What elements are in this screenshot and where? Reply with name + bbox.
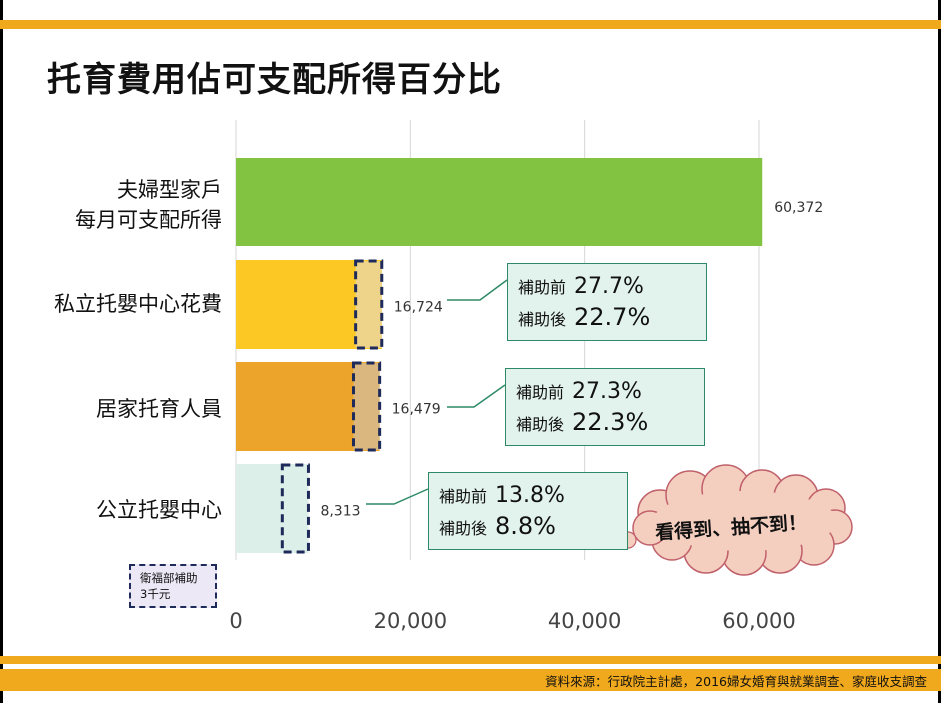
subsidy-note-line1: 衛福部補助 (140, 571, 198, 585)
callout-before-row: 補助前 27.3% (516, 377, 694, 407)
category-label-line: 居家托育人員 (96, 397, 222, 421)
category-label-line: 公立托嬰中心 (96, 498, 222, 522)
thought-cloud (602, 464, 853, 576)
source-note: 資料來源：行政院主計處，2016婦女婚育與就業調查、家庭收支調查 (545, 674, 927, 689)
callout-after-row: 補助後 22.3% (516, 407, 694, 437)
category-label-line: 每月可支配所得 (75, 208, 222, 232)
callout-after-row: 補助後 8.8% (439, 511, 617, 541)
subsidy-note-line2: 3千元 (140, 587, 171, 601)
x-tick-label: 20,000 (374, 609, 447, 633)
callout-before-value: 27.3% (572, 379, 642, 404)
callout-before-label: 補助前 (516, 383, 565, 402)
footer-source-bar (0, 669, 941, 691)
bar (236, 158, 763, 246)
subsidy-segment (351, 361, 382, 452)
category-label-line: 夫婦型家戶 (117, 178, 222, 202)
x-tick-label: 40,000 (548, 609, 621, 633)
subsidy-note: 衛福部補助 3千元 (129, 564, 217, 608)
footer-accent-bar (0, 656, 941, 664)
data-label: 16,724 (394, 300, 443, 316)
data-label: 60,372 (774, 200, 823, 216)
callout-public-nursery: 補助前 13.8% 補助後 8.8% (428, 472, 628, 550)
callout-pointer (447, 279, 508, 301)
callout-after-value: 22.3% (572, 408, 649, 436)
callout-after-label: 補助後 (518, 310, 567, 329)
subsidy-segment (280, 463, 310, 554)
page-title: 托育費用佔可支配所得百分比 (47, 60, 502, 100)
data-label: 16,479 (392, 402, 441, 418)
data-label: 8,313 (320, 504, 360, 520)
callout-before-row: 補助前 13.8% (439, 481, 617, 511)
callout-after-row: 補助後 22.7% (518, 302, 696, 332)
frame-left-border (0, 0, 3, 703)
x-tick-label: 0 (229, 609, 242, 633)
callout-after-value: 8.8% (495, 512, 556, 540)
callout-home-nanny: 補助前 27.3% 補助後 22.3% (505, 368, 705, 446)
x-tick-label: 60,000 (722, 609, 795, 633)
callout-private-nursery: 補助前 27.7% 補助後 22.7% (507, 263, 707, 341)
cloud-body (653, 491, 837, 551)
callout-before-row: 補助前 27.7% (518, 272, 696, 302)
callout-before-label: 補助前 (518, 278, 567, 297)
callout-pointer (366, 488, 429, 505)
subsidy-segment (354, 259, 384, 350)
category-label-public-nursery: 公立托嬰中心 (12, 495, 222, 525)
callout-after-value: 22.7% (574, 303, 651, 331)
frame-right-border (938, 0, 941, 703)
category-label-home-nanny: 居家托育人員 (12, 394, 222, 424)
callout-before-label: 補助前 (439, 487, 488, 506)
callout-before-value: 13.8% (495, 483, 565, 508)
category-label-private-nursery: 私立托嬰中心花費 (12, 289, 222, 319)
callout-before-value: 27.7% (574, 274, 644, 299)
category-label-household-income: 夫婦型家戶 每月可支配所得 (12, 175, 222, 235)
callout-after-label: 補助後 (439, 519, 488, 538)
top-accent-bar (0, 20, 941, 29)
callout-after-label: 補助後 (516, 415, 565, 434)
category-label-line: 私立托嬰中心花費 (54, 292, 222, 316)
callout-pointer (447, 384, 506, 408)
